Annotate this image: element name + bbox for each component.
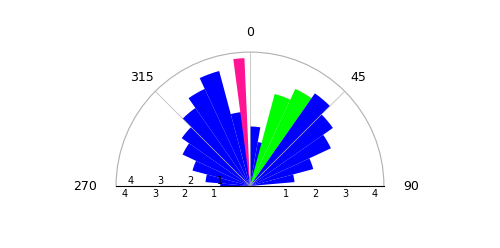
Bar xyxy=(250,93,330,186)
Bar xyxy=(250,174,294,186)
Text: 1: 1 xyxy=(217,176,224,186)
Bar xyxy=(230,112,250,186)
Bar xyxy=(200,71,250,186)
Text: 4: 4 xyxy=(122,189,128,199)
Text: 4: 4 xyxy=(128,176,134,186)
Text: 3: 3 xyxy=(342,189,348,199)
Bar xyxy=(250,158,313,186)
Bar xyxy=(250,142,266,186)
Bar xyxy=(250,94,290,186)
Bar xyxy=(188,89,250,186)
Text: 1: 1 xyxy=(212,189,218,199)
Bar xyxy=(182,108,250,186)
Text: 2: 2 xyxy=(182,189,188,199)
Text: 1: 1 xyxy=(282,189,288,199)
Bar xyxy=(234,58,250,186)
Text: 4: 4 xyxy=(372,189,378,199)
Bar xyxy=(220,184,250,188)
Bar xyxy=(182,143,250,186)
Bar xyxy=(250,126,260,186)
Bar xyxy=(250,115,333,186)
Text: 3: 3 xyxy=(158,176,164,186)
Text: 3: 3 xyxy=(152,189,158,199)
Bar xyxy=(250,89,312,186)
Bar xyxy=(250,135,331,186)
Bar xyxy=(206,174,250,186)
Text: 2: 2 xyxy=(188,176,194,186)
Bar xyxy=(182,127,250,186)
Text: 2: 2 xyxy=(312,189,318,199)
Bar xyxy=(192,161,250,186)
